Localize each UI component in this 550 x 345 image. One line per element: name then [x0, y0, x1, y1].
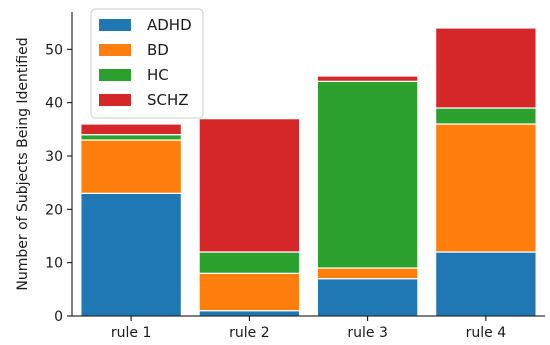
legend-swatch-schz: [99, 94, 131, 106]
bar-adhd-rule-3: [316, 278, 419, 317]
x-tick-label: rule 4: [466, 325, 507, 341]
y-ticks-group: 0 10 20 30 40 50: [45, 42, 72, 325]
x-tick-label: rule 2: [229, 325, 270, 341]
bar-hc-rule-3: [316, 80, 419, 269]
legend-label-schz: SCHZ: [147, 91, 189, 109]
bar-bd-rule-3: [316, 267, 419, 280]
bar-adhd-rule-4: [435, 251, 537, 317]
x-tick-label: rule 1: [111, 325, 152, 341]
bar-hc-rule-4: [435, 107, 537, 125]
x-tick-label: rule 3: [347, 325, 388, 341]
bar-schz-rule-4: [435, 27, 537, 109]
bars-group: [80, 27, 537, 317]
bar-hc-rule-1: [80, 134, 182, 141]
bar-bd-rule-2: [198, 272, 301, 312]
bar-schz-rule-2: [198, 118, 301, 253]
y-tick-label: 10: [45, 256, 63, 272]
legend-swatch-adhd: [99, 19, 131, 31]
axes-group: [71, 12, 545, 317]
legend-label-hc: HC: [147, 66, 169, 84]
bar-schz-rule-3: [316, 75, 419, 82]
y-tick-label: 40: [45, 96, 63, 112]
y-tick-label: 0: [54, 309, 63, 325]
y-tick-label: 50: [45, 42, 63, 58]
legend-frame: [90, 8, 204, 119]
y-axis-label: Number of Subjects Being Identified: [15, 37, 31, 290]
bar-hc-rule-2: [198, 251, 301, 274]
legend-swatch-hc: [99, 69, 131, 81]
bar-adhd-rule-2: [198, 310, 301, 317]
x-ticks-group: rule 1 rule 2 rule 3 rule 4: [111, 316, 506, 341]
bar-bd-rule-1: [80, 139, 182, 194]
y-tick-label: 20: [45, 202, 63, 218]
legend: ADHD BD HC SCHZ: [90, 8, 204, 119]
legend-label-adhd: ADHD: [147, 16, 192, 34]
bar-schz-rule-1: [80, 123, 182, 136]
legend-label-bd: BD: [147, 41, 169, 59]
y-tick-label: 30: [45, 149, 63, 165]
legend-swatch-bd: [99, 44, 131, 56]
bar-adhd-rule-1: [80, 192, 182, 317]
bar-bd-rule-4: [435, 123, 537, 253]
